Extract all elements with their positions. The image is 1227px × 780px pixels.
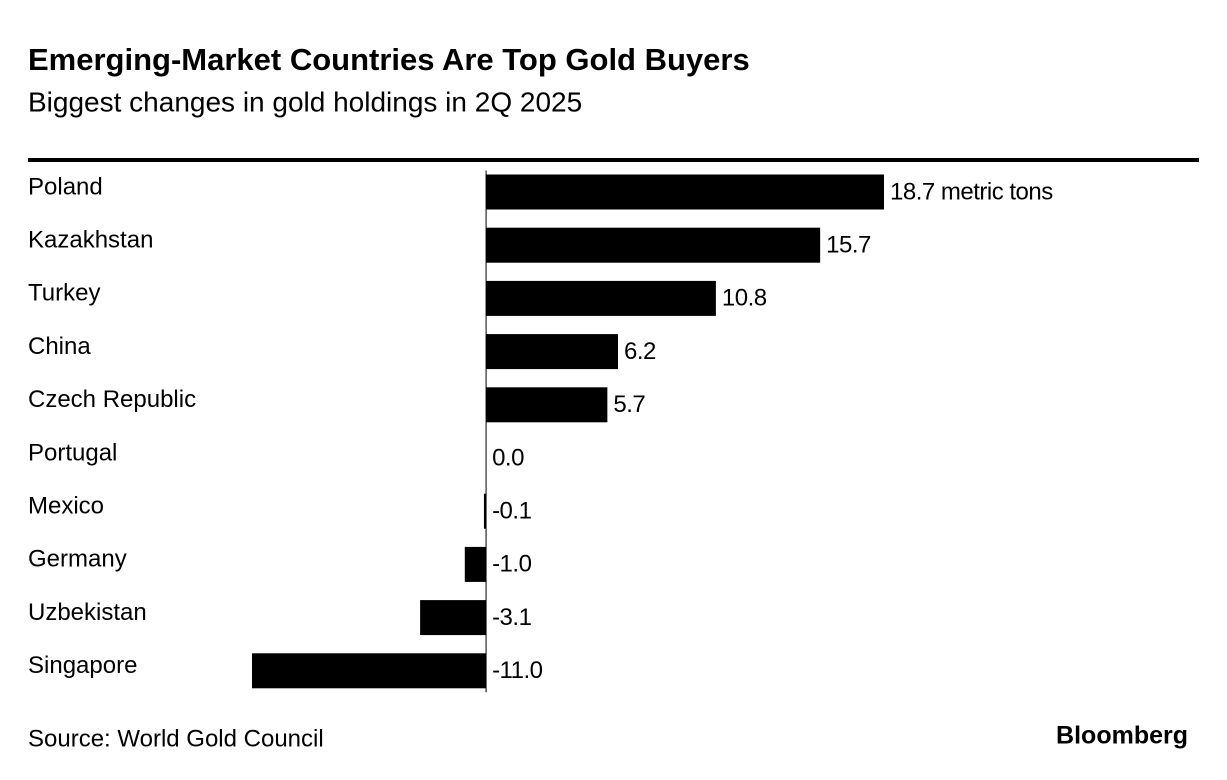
bar [486, 280, 716, 316]
value-label: 0.0 [492, 444, 524, 471]
bar [252, 653, 487, 689]
value-label: 18.7 metric tons [890, 178, 1053, 205]
category-label: Turkey [28, 280, 100, 307]
category-label: Poland [28, 173, 103, 200]
bar [486, 174, 884, 210]
bar [483, 493, 487, 529]
category-label: Singapore [28, 652, 137, 679]
bar [486, 334, 619, 370]
category-label: Germany [28, 546, 127, 573]
bar [420, 600, 487, 636]
value-label: -1.0 [492, 551, 532, 578]
value-label: -0.1 [492, 498, 532, 525]
value-label: -3.1 [492, 604, 532, 631]
value-label: 6.2 [624, 338, 656, 365]
category-label: Portugal [28, 439, 117, 466]
chart-title: Emerging-Market Countries Are Top Gold B… [28, 42, 750, 77]
category-label: China [28, 333, 91, 360]
source: Source: World Gold Council [28, 725, 324, 752]
category-label: Mexico [28, 493, 104, 520]
value-label: 5.7 [613, 391, 645, 418]
chart-subtitle: Biggest changes in gold holdings in 2Q 2… [28, 86, 582, 117]
value-label: 15.7 [826, 232, 871, 259]
category-label: Uzbekistan [28, 599, 147, 626]
category-label: Kazakhstan [28, 227, 153, 254]
bar [486, 387, 608, 423]
bar [486, 227, 821, 263]
value-label: -11.0 [492, 657, 543, 684]
top-rule [28, 158, 1199, 162]
category-label: Czech Republic [28, 386, 196, 413]
bar [464, 546, 487, 582]
value-label: 10.8 [722, 285, 767, 312]
logo: Bloomberg [1056, 722, 1188, 750]
